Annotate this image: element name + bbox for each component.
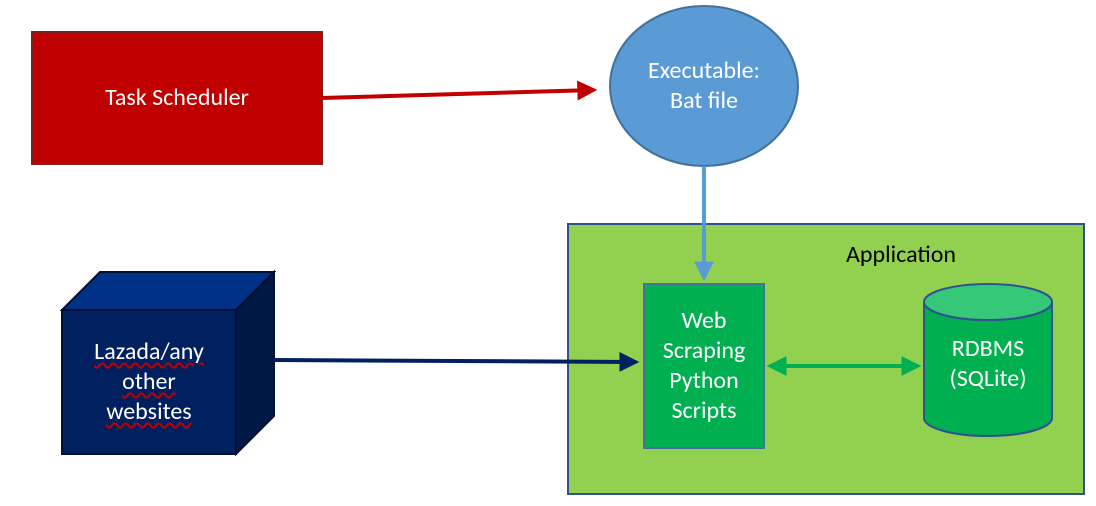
application-label: Application (846, 240, 1046, 268)
executable-node (610, 6, 798, 166)
edge-lazada-web_scraping (274, 360, 636, 362)
lazada-front (62, 310, 236, 454)
rdbms-body (924, 302, 1052, 436)
edge-task_scheduler-executable (322, 90, 594, 98)
task-scheduler-node (32, 32, 322, 164)
rdbms-top (924, 284, 1052, 320)
web-scraping-node (644, 284, 764, 448)
